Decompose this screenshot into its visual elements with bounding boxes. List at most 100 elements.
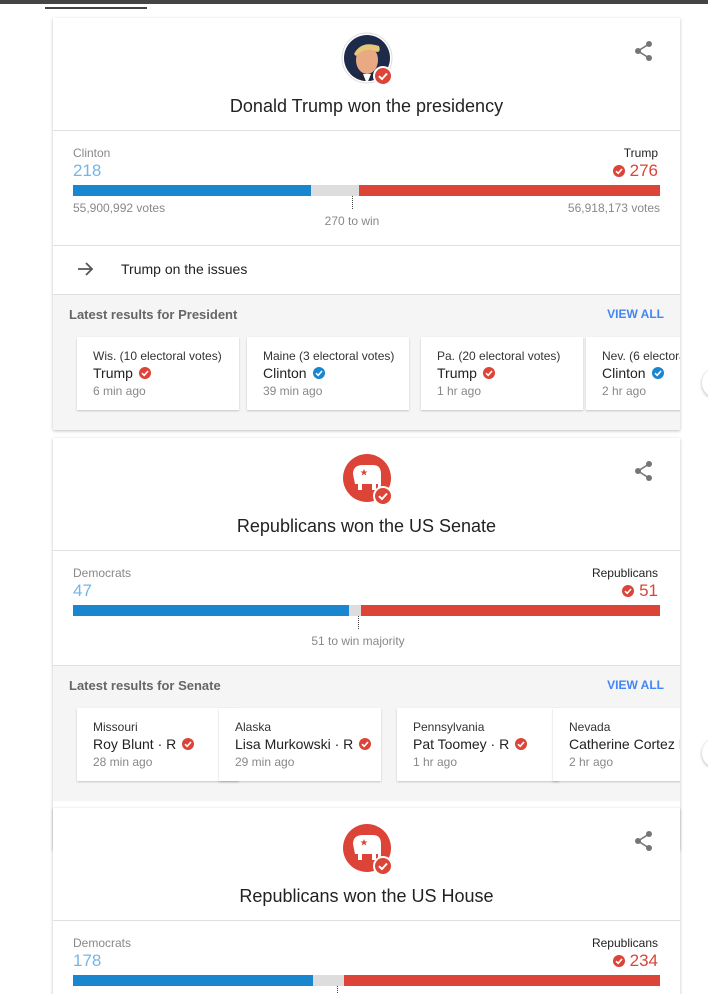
check-icon [515,737,528,750]
race-name: Alaska [235,720,272,734]
winner-badge [373,856,393,876]
bar-left [73,605,349,616]
result-tile[interactable]: Nevada Catherine Cortez Masto · D 2 hr ago [553,708,680,781]
winner: Clinton [602,365,664,381]
race-name: Nev. (6 electoral votes) [602,349,680,363]
share-button[interactable] [633,830,655,852]
race-name: Pa. (20 electoral votes) [437,349,561,363]
winner: Roy Blunt · R [93,736,195,752]
winner: Trump [437,365,495,381]
right-count-value: 276 [629,161,658,180]
time: 1 hr ago [413,755,458,769]
right-count: 51 [622,581,658,601]
winner-badge [373,486,393,506]
winner: Pat Toomey · R [413,736,528,752]
left-label: Clinton [73,146,111,160]
scroll-button[interactable] [702,738,708,768]
check-icon [622,582,635,597]
winner-name: Clinton [263,365,307,381]
divider [53,130,680,131]
latest-results: Latest results for Senate VIEW ALL Missour… [53,666,680,801]
share-button[interactable] [633,460,655,482]
left-label: Democrats [73,936,132,950]
result-card: Republicans won the US House Democrats 178… [53,808,680,994]
tab-indicator [45,7,147,9]
divider [53,245,680,246]
race-name: Maine (3 electoral votes) [263,349,395,363]
card-title: Donald Trump won the presidency [229,96,504,116]
view-all[interactable]: VIEW ALL [607,678,664,692]
winner: Catherine Cortez Masto · D [569,736,680,752]
result-tile[interactable]: Maine (3 electoral votes) Clinton 39 min a… [247,337,409,410]
bar-undecided [313,975,344,986]
divider [53,920,680,921]
time: 1 hr ago [437,384,482,398]
scroll-button[interactable] [702,368,708,398]
divider [53,294,680,295]
winner-name: Lisa Murkowski · R [235,736,354,752]
latest-results: Latest results for President VIEW ALL Wis.… [53,295,680,430]
threshold-line [352,196,353,209]
time: 2 hr ago [602,384,647,398]
left-label: Democrats [73,566,132,580]
divider [53,665,680,666]
right-count-value: 51 [639,581,658,600]
winner-name: Trump [93,365,133,381]
check-icon [612,162,625,177]
result-tile[interactable]: Pennsylvania Pat Toomey · R 1 hr ago [397,708,559,781]
right-label: Republicans [591,936,658,950]
right-label: Trump [623,146,658,160]
result-card: Donald Trump won the presidency Clinton 21… [53,18,680,430]
race-name: Pennsylvania [413,720,485,734]
check-icon [312,366,325,379]
check-icon [482,366,495,379]
bar-left [73,185,311,196]
bar-undecided [349,605,361,616]
right-label: Republicans [591,566,658,580]
race-name: Nevada [569,720,611,734]
check-icon [359,737,372,750]
card-title: Republicans won the US Senate [236,516,497,536]
arrow-icon [77,260,95,278]
winner-name: Catherine Cortez Masto · D [569,736,680,752]
check-icon [651,366,664,379]
view-all[interactable]: VIEW ALL [607,307,664,321]
result-tile[interactable]: Alaska Lisa Murkowski · R 29 min ago [219,708,381,781]
race-name: Missouri [93,720,138,734]
winner: Lisa Murkowski · R [235,736,372,752]
left-count: 178 [73,951,102,970]
winner: Trump [93,365,151,381]
issues-link[interactable]: Trump on the issues [121,261,248,277]
bar-right [361,605,660,616]
time: 39 min ago [263,384,323,398]
winner-name: Pat Toomey · R [413,736,510,752]
left-votes: 55,900,992 votes [73,201,166,215]
time: 6 min ago [93,384,146,398]
check-icon [612,952,625,967]
bar-right [359,185,660,196]
winner-name: Trump [437,365,477,381]
bar-right [344,975,660,986]
winner-badge [373,66,393,86]
divider [53,550,680,551]
time: 2 hr ago [569,755,614,769]
result-tile[interactable]: Pa. (20 electoral votes) Trump 1 hr ago [421,337,583,410]
winner-name: Roy Blunt · R [93,736,177,752]
card-title: Republicans won the US House [239,886,494,906]
right-count-value: 234 [629,951,658,970]
threshold-label: 270 to win [324,214,380,228]
bar-left [73,975,313,986]
race-name: Wis. (10 electoral votes) [93,349,222,363]
result-tile[interactable]: Missouri Roy Blunt · R 28 min ago [77,708,239,781]
winner: Clinton [263,365,325,381]
right-count: 234 [612,951,658,971]
result-tile[interactable]: Nev. (6 electoral votes) Clinton 2 hr ago [586,337,680,410]
result-tile[interactable]: Wis. (10 electoral votes) Trump 6 min ago [77,337,239,410]
threshold-line [358,616,359,629]
time: 29 min ago [235,755,295,769]
share-button[interactable] [633,40,655,62]
threshold-line [337,986,338,994]
result-card: Republicans won the US Senate Democrats 47… [53,438,680,850]
check-icon [138,366,151,379]
right-votes: 56,918,173 votes [567,201,660,215]
